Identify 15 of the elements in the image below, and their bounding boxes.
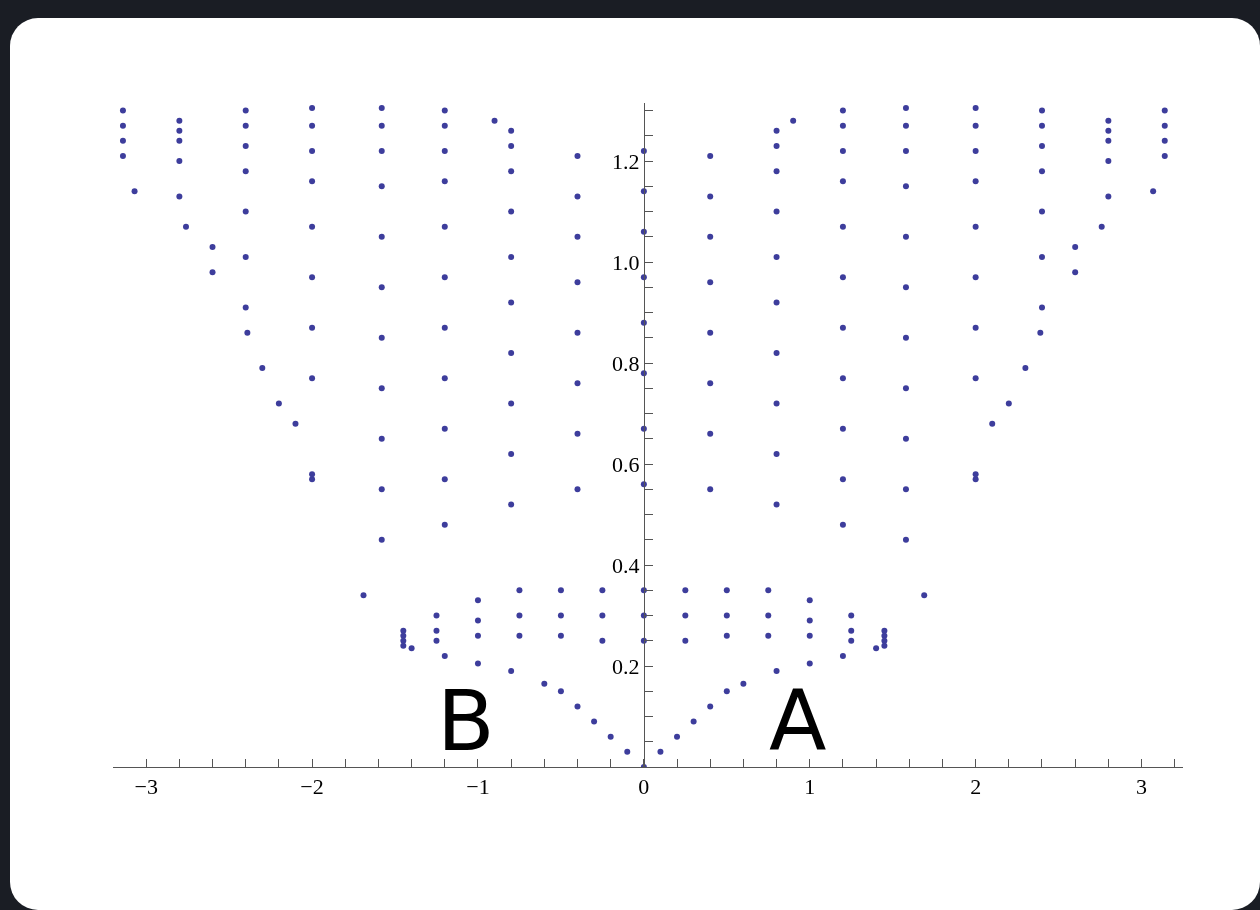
x-tick-label: −2 [300, 774, 324, 800]
y-tick-label: 1.0 [611, 249, 640, 275]
annotation: B [437, 672, 495, 770]
x-tick-label: 1 [804, 774, 816, 800]
x-tick-label: −1 [466, 774, 490, 800]
y-tick-label: 1.2 [611, 148, 640, 174]
y-tick-label: 0.8 [611, 350, 640, 376]
annotation: A [769, 672, 827, 770]
x-tick-label: 2 [970, 774, 982, 800]
y-tick-label: 0.6 [611, 451, 640, 477]
y-tick-label: 0.2 [611, 653, 640, 679]
x-tick-label: 0 [638, 774, 650, 800]
x-tick-label: −3 [134, 774, 158, 800]
y-tick-label: 0.4 [611, 552, 640, 578]
x-tick-label: 3 [1136, 774, 1148, 800]
